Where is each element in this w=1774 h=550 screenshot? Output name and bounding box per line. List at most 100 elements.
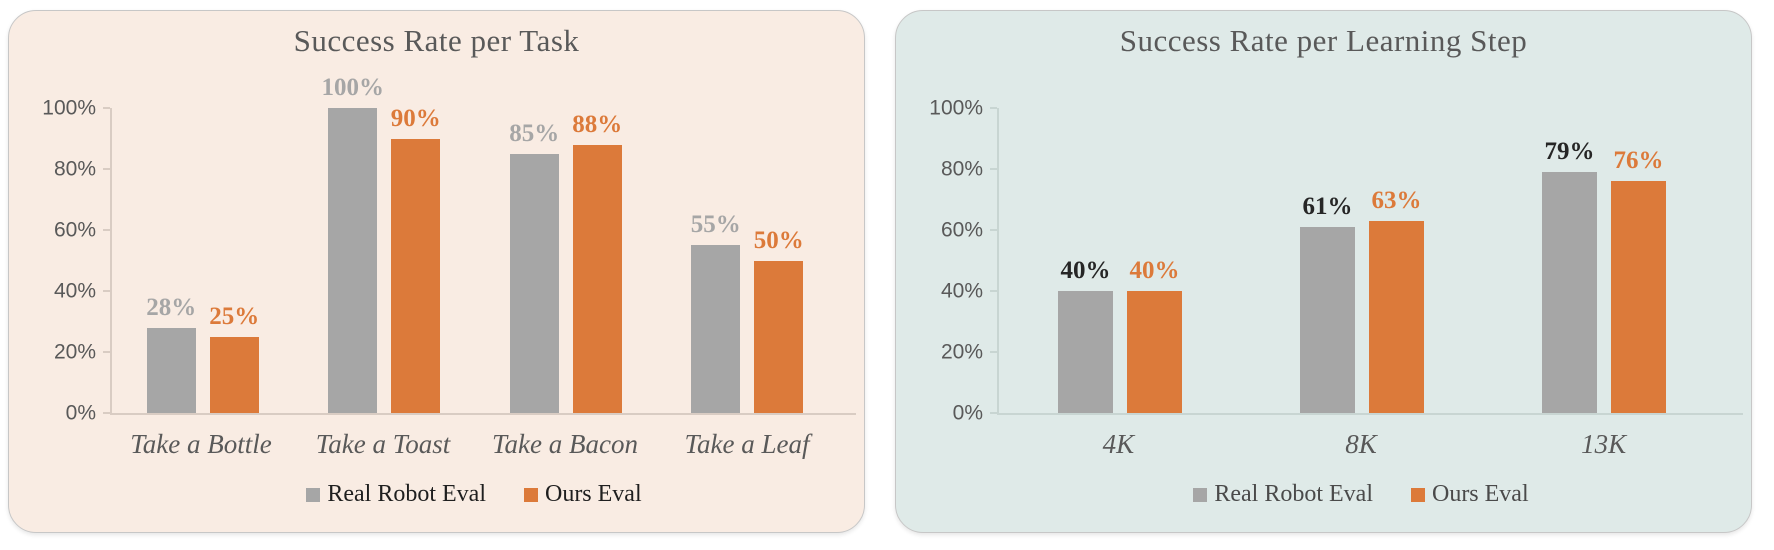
y-axis-tick-mark xyxy=(990,107,997,109)
bar-value-label: 40% xyxy=(1060,257,1111,284)
y-axis-tick-mark xyxy=(990,351,997,353)
legend-item-ours-eval: Ours Eval xyxy=(1410,481,1529,508)
y-axis-tick-label: 40% xyxy=(53,279,96,303)
legend-label: Ours Eval xyxy=(544,481,642,507)
y-axis-tick-mark xyxy=(103,168,110,170)
x-axis-label-take-a-toast: Take a Toast xyxy=(315,429,451,459)
bar-group-8k: 61% 63% xyxy=(1300,187,1424,413)
legend-item-ours-eval: Ours Eval xyxy=(523,481,642,508)
bar-wrap-real-robot-eval-take-a-bottle: 28% xyxy=(146,294,196,413)
bar-group-take-a-leaf: 55% 50% xyxy=(691,211,804,413)
x-axis-labels: Take a Bottle Take a Toast Take a Bacon Tak… xyxy=(110,427,838,461)
legend-item-real-robot-eval: Real Robot Eval xyxy=(306,481,486,508)
bar-real-robot-eval-4k xyxy=(1058,291,1113,413)
legend-label: Real Robot Eval xyxy=(327,481,486,507)
bar-real-robot-eval-take-a-toast xyxy=(328,108,378,413)
bar-group-take-a-bacon: 85% 88% xyxy=(509,111,622,413)
chart-body: 0% 20% 40% 60% 80% 100% 40% 40% 61% 63% 79% 76% xyxy=(922,98,1743,424)
y-axis: 0% 20% 40% 60% 80% 100% xyxy=(922,98,997,424)
y-axis-tick-mark xyxy=(103,412,110,414)
y-axis-tick-label: 60% xyxy=(53,218,96,242)
bar-group-4k: 40% 40% xyxy=(1058,257,1182,413)
bar-ours-eval-take-a-bottle xyxy=(209,336,259,413)
y-axis-tick-mark xyxy=(990,290,997,292)
bar-value-label: 85% xyxy=(509,119,560,147)
legend-label: Real Robot Eval xyxy=(1214,481,1373,507)
bar-ours-eval-take-a-toast xyxy=(391,138,441,413)
bar-value-label: 61% xyxy=(1302,192,1353,220)
bar-real-robot-eval-take-a-bottle xyxy=(146,327,196,413)
bar-value-label: 100% xyxy=(321,74,385,101)
y-axis-tick-mark xyxy=(990,412,997,414)
bar-group-take-a-toast: 100% 90% xyxy=(322,74,441,413)
legend-marker-ours-eval xyxy=(523,487,538,502)
x-axis-label-take-a-bacon: Take a Bacon xyxy=(492,429,638,459)
legend: Real Robot Eval Ours Eval xyxy=(997,481,1725,508)
x-axis-label-take-a-bottle: Take a Bottle xyxy=(130,429,272,459)
y-axis-tick-label: 80% xyxy=(53,157,96,181)
bar-wrap-real-robot-eval-13k: 79% xyxy=(1542,138,1597,413)
bar-value-label: 55% xyxy=(690,211,741,239)
bar-ours-eval-13k xyxy=(1611,181,1666,413)
y-axis-tick-mark xyxy=(103,351,110,353)
y-axis-tick-label: 100% xyxy=(42,96,96,120)
bar-value-label: 79% xyxy=(1544,138,1595,166)
bar-wrap-ours-eval-take-a-bottle: 25% xyxy=(209,303,259,413)
legend-marker-real-robot-eval xyxy=(306,487,321,502)
bar-real-robot-eval-13k xyxy=(1542,172,1597,413)
legend-item-real-robot-eval: Real Robot Eval xyxy=(1193,481,1373,508)
x-axis-label-13k: 13K xyxy=(1581,429,1627,459)
chart-body: 0% 20% 40% 60% 80% 100% 28% 25% 100% 90% 85% 88% 55… xyxy=(35,74,856,424)
y-axis: 0% 20% 40% 60% 80% 100% xyxy=(35,98,110,424)
bar-wrap-ours-eval-4k: 40% xyxy=(1127,257,1182,413)
legend: Real Robot Eval Ours Eval xyxy=(110,481,838,508)
bar-value-label: 76% xyxy=(1613,147,1664,175)
bar-wrap-ours-eval-take-a-bacon: 88% xyxy=(572,111,622,413)
y-axis-tick-mark xyxy=(103,107,110,109)
bar-real-robot-eval-take-a-bacon xyxy=(509,153,559,413)
y-axis-tick-label: 20% xyxy=(940,340,983,364)
legend-marker-real-robot-eval xyxy=(1193,487,1208,502)
bar-wrap-ours-eval-13k: 76% xyxy=(1611,147,1666,413)
y-axis-tick-label: 0% xyxy=(65,401,96,425)
bar-value-label: 63% xyxy=(1371,186,1422,214)
x-axis-label-4k: 4K xyxy=(1102,429,1135,459)
plot-area: 28% 25% 100% 90% 85% 88% 55% 50% xyxy=(110,74,856,415)
y-axis-tick-label: 40% xyxy=(940,279,983,303)
bar-ours-eval-8k xyxy=(1369,220,1424,413)
x-axis-line xyxy=(110,413,856,415)
bar-real-robot-eval-8k xyxy=(1300,226,1355,413)
y-axis-tick-mark xyxy=(990,229,997,231)
bar-value-label: 28% xyxy=(146,293,197,321)
bar-ours-eval-4k xyxy=(1127,291,1182,413)
y-axis-tick-mark xyxy=(990,168,997,170)
plot-area: 40% 40% 61% 63% 79% 76% xyxy=(997,108,1743,415)
legend-marker-ours-eval xyxy=(1410,487,1425,502)
bar-value-label: 88% xyxy=(572,110,623,138)
bar-groups: 40% 40% 61% 63% 79% 76% xyxy=(999,108,1725,413)
y-axis-tick-label: 80% xyxy=(940,157,983,181)
y-axis-tick-mark xyxy=(103,229,110,231)
bar-wrap-real-robot-eval-8k: 61% xyxy=(1300,193,1355,413)
legend-label: Ours Eval xyxy=(1431,481,1529,507)
bar-wrap-real-robot-eval-take-a-toast: 100% xyxy=(322,74,384,413)
bar-real-robot-eval-take-a-leaf xyxy=(691,245,741,413)
chart-panel-success-rate-per-task: Success Rate per Task 0% 20% 40% 60% 80% 100%… xyxy=(8,10,865,533)
bar-wrap-real-robot-eval-take-a-leaf: 55% xyxy=(691,211,741,413)
y-axis-tick-label: 60% xyxy=(940,218,983,242)
bar-value-label: 50% xyxy=(753,226,804,254)
bar-wrap-ours-eval-take-a-toast: 90% xyxy=(391,105,441,413)
y-axis-tick-mark xyxy=(103,290,110,292)
y-axis-tick-label: 100% xyxy=(929,96,983,120)
bar-value-label: 25% xyxy=(209,302,260,330)
bar-group-take-a-bottle: 28% 25% xyxy=(146,294,259,413)
chart-title: Success Rate per Task xyxy=(293,23,580,58)
x-axis-line xyxy=(997,413,1743,415)
bar-ours-eval-take-a-leaf xyxy=(754,260,804,413)
bar-groups: 28% 25% 100% 90% 85% 88% 55% 50% xyxy=(112,74,838,413)
x-axis-label-8k: 8K xyxy=(1345,429,1377,459)
bar-value-label: 40% xyxy=(1129,257,1180,284)
y-axis-tick-label: 20% xyxy=(53,340,96,364)
bar-wrap-ours-eval-8k: 63% xyxy=(1369,187,1424,413)
